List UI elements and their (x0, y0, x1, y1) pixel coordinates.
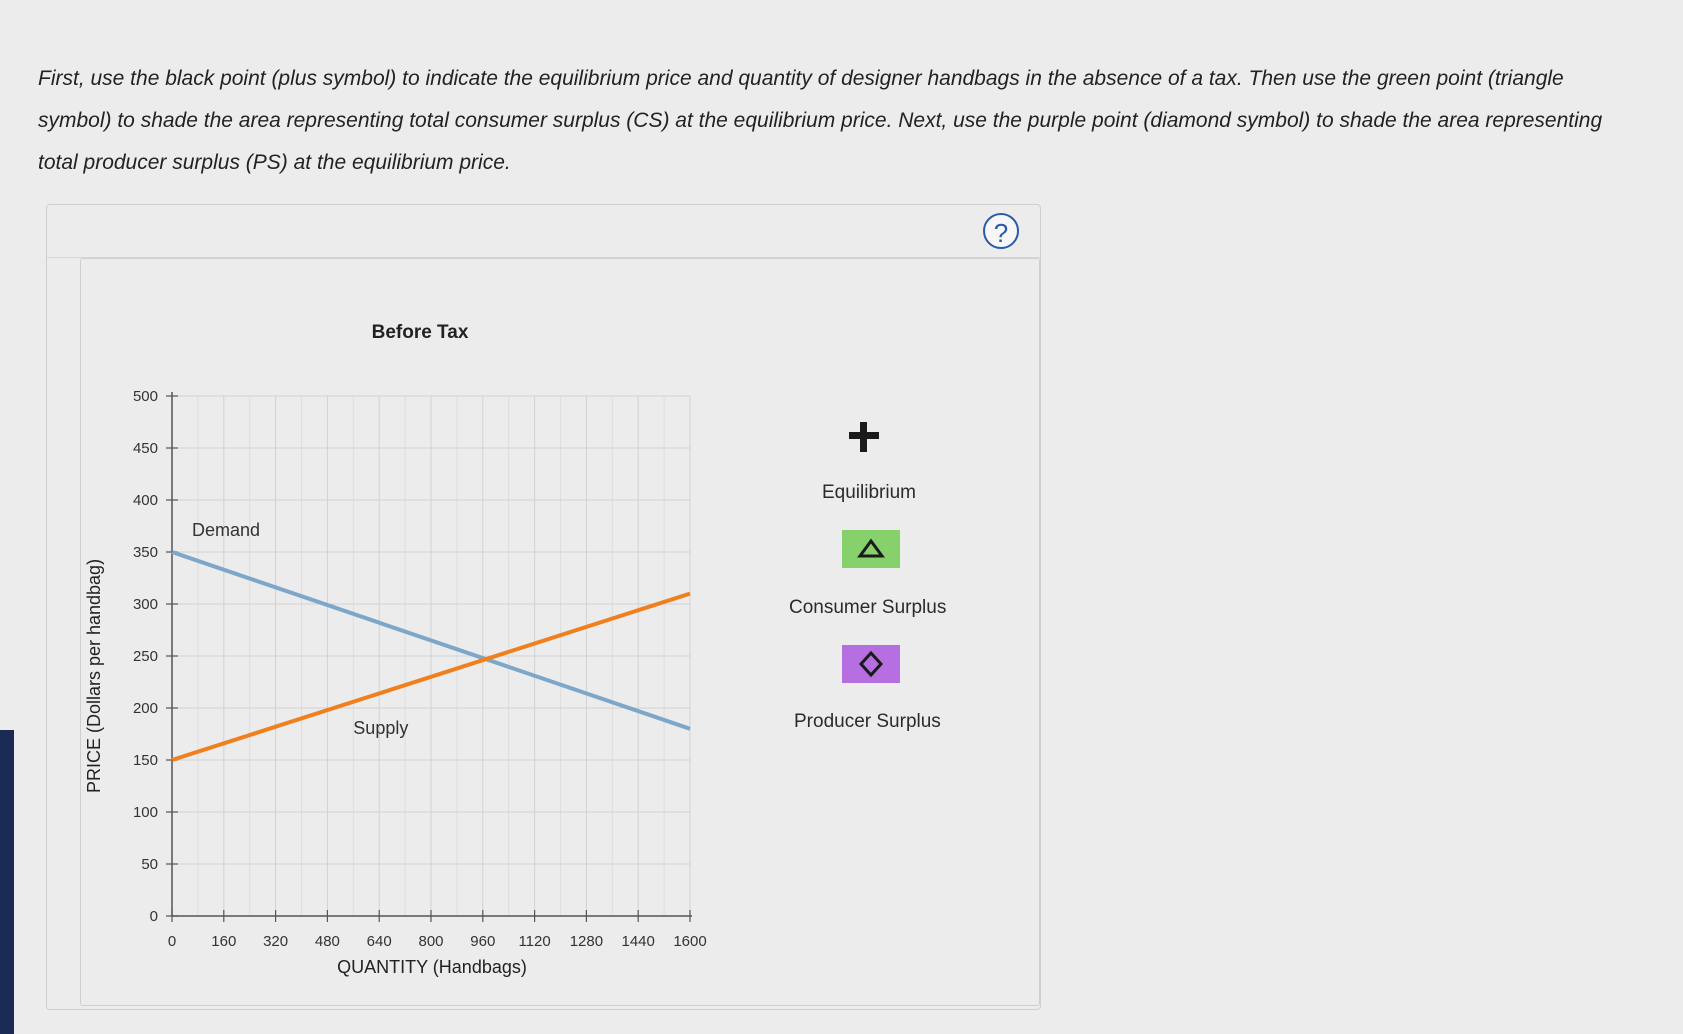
x-tick-label: 480 (315, 933, 340, 950)
window-edge (0, 730, 14, 1034)
chart-title: Before Tax (372, 322, 469, 343)
consumer-surplus-label: Consumer Surplus (789, 597, 947, 618)
demand-label: Demand (192, 520, 260, 540)
y-tick-label: 350 (133, 544, 158, 561)
equilibrium-label: Equilibrium (822, 482, 916, 503)
instructions-text: First, use the black point (plus symbol)… (38, 67, 1603, 174)
x-tick-label: 800 (418, 933, 443, 950)
supply-curve (171, 591, 691, 762)
x-tick-label: 1280 (570, 933, 603, 950)
plus-icon (849, 422, 879, 452)
x-tick-label: 1120 (518, 933, 550, 950)
x-axis-label: QUANTITY (Handbags) (337, 957, 527, 977)
grid (171, 395, 691, 917)
chart-text: Before Tax QUANTITY (Handbags) PRICE (Do… (84, 322, 707, 977)
y-tick-label: 100 (133, 804, 158, 821)
diamond-icon (858, 650, 884, 678)
x-tick-label: 1440 (622, 933, 655, 950)
axes (166, 392, 692, 922)
y-tick-label: 250 (133, 648, 158, 665)
panel-toolbar: ? (47, 205, 1040, 258)
x-tick-label: 960 (470, 933, 495, 950)
x-tick-label: 640 (367, 933, 392, 950)
y-tick-label: 300 (133, 596, 158, 613)
help-button[interactable]: ? (983, 213, 1019, 249)
y-tick-label: 50 (141, 856, 158, 873)
graph-area-frame (80, 258, 1040, 1006)
supply-label: Supply (353, 718, 408, 738)
y-tick-label: 500 (133, 388, 158, 405)
x-tick-label: 0 (168, 933, 176, 950)
triangle-icon (857, 538, 885, 558)
y-tick-label: 150 (133, 752, 158, 769)
series-lines (171, 550, 691, 762)
demand-curve (171, 550, 691, 731)
y-axis-label: PRICE (Dollars per handbag) (84, 559, 104, 793)
y-tick-label: 0 (150, 908, 158, 925)
question-icon: ? (993, 218, 1009, 248)
producer-surplus-tool[interactable] (842, 645, 900, 683)
y-tick-label: 450 (133, 440, 158, 457)
graph-panel: ? (46, 204, 1041, 1010)
y-tick-label: 200 (133, 700, 158, 717)
equilibrium-tool[interactable] (846, 420, 882, 456)
x-tick-label: 320 (263, 933, 288, 950)
consumer-surplus-tool[interactable] (842, 530, 900, 568)
x-tick-label: 1600 (673, 933, 706, 950)
y-tick-label: 400 (133, 492, 158, 509)
producer-surplus-label: Producer Surplus (794, 711, 941, 732)
x-tick-label: 160 (211, 933, 236, 950)
